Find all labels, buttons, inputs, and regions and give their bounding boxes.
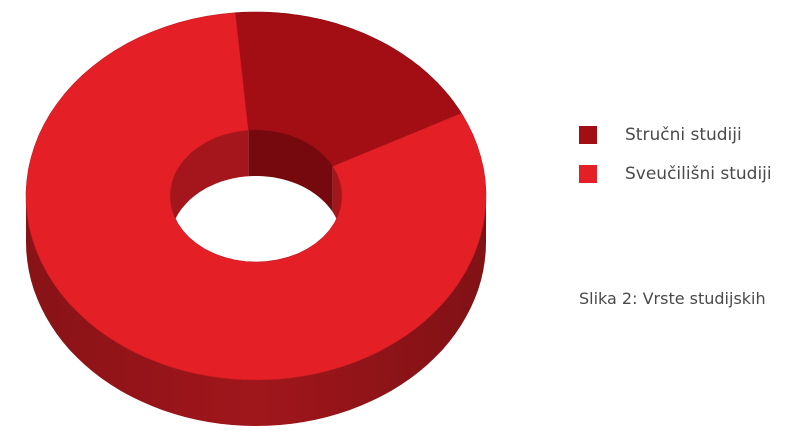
chart-legend: Stručni studiji Sveučilišni studiji — [579, 124, 772, 202]
slice-0 — [234, 11, 462, 167]
inner-wall-slice-1 — [170, 130, 249, 242]
figure-caption: Slika 2: Vrste studijskih — [579, 289, 766, 308]
outer-wall-shade-1 — [26, 196, 486, 426]
legend-swatch-strucni — [579, 126, 597, 144]
donut-chart — [25, 11, 487, 426]
slice-1 — [25, 12, 487, 381]
legend-item-strucni: Stručni studiji — [579, 124, 772, 146]
legend-label-strucni: Stručni studiji — [625, 125, 742, 145]
legend-item-sveucilisni: Sveučilišni studiji — [579, 163, 772, 185]
legend-label-sveucilisni: Sveučilišni studiji — [625, 164, 772, 184]
legend-swatch-sveucilisni — [579, 165, 597, 183]
inner-wall-slice-0 — [248, 130, 333, 213]
